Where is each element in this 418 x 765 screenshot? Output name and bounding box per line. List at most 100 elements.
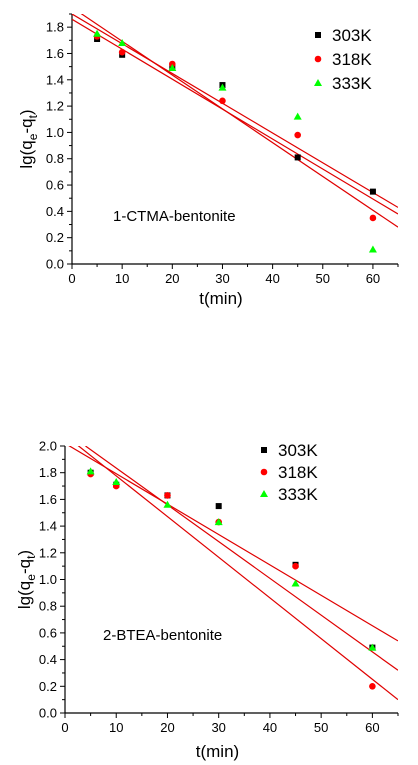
x-tick-label: 60 (365, 720, 379, 735)
legend-label-318K: 318K (332, 50, 372, 69)
x-tick-label: 20 (160, 720, 174, 735)
legend-marker-333K (260, 490, 268, 497)
y-tick-label: 0.2 (39, 679, 57, 694)
y-tick-label: 0.4 (39, 652, 57, 667)
data-point-333K (214, 518, 223, 526)
y-tick-label: 1.0 (46, 125, 64, 140)
data-point-333K (218, 83, 227, 91)
data-point-333K (368, 643, 377, 651)
y-tick-label: 0.8 (46, 151, 64, 166)
chart-panel-1: 0 10 20 30 40 50 60 0.0 0.2 0.4 0.6 0.8 1.0 1.2 1.4 1.6… (17, 13, 399, 308)
y-axis-title-part: lg(q (15, 581, 34, 609)
chart-annotation: 1-CTMA-bentonite (113, 208, 236, 225)
y-tick-label: 0.8 (39, 599, 57, 614)
legend-label-318K: 318K (278, 463, 318, 482)
y-axis-title-part: e (24, 574, 38, 581)
data-point-318K (294, 131, 301, 139)
legend-label-303K: 303K (278, 441, 318, 460)
legend: 303K 318K 333K (260, 441, 318, 504)
x-tick-label: 20 (165, 271, 179, 286)
y-tick-label: 0.4 (46, 204, 64, 219)
fit-line-303K (72, 14, 398, 208)
x-tick-label: 40 (265, 271, 279, 286)
y-tick-label: 1.4 (39, 519, 57, 534)
y-tick-label: 1.2 (39, 545, 57, 560)
y-tick-label: 1.0 (39, 572, 57, 587)
x-axis-title: t(min) (199, 289, 242, 308)
data-point-333K (86, 467, 95, 475)
data-point-333K (163, 500, 172, 508)
x-tick-label: 50 (316, 271, 330, 286)
data-points (86, 467, 377, 690)
x-tick-label: 50 (314, 720, 328, 735)
fit-lines (72, 14, 398, 228)
fit-line-303K (68, 446, 398, 642)
y-tick-label: 0.6 (39, 625, 57, 640)
legend-marker-318K (260, 468, 268, 476)
y-axis-title-part: t (26, 114, 40, 118)
y-axis-title-part: e (26, 133, 40, 140)
data-point-303K (369, 188, 376, 195)
data-point-303K (215, 503, 222, 510)
x-tick-label: 0 (61, 720, 68, 735)
legend-marker-303K (261, 447, 267, 453)
data-point-333K (291, 579, 300, 587)
y-axis-title: lg(qe-qt) (15, 550, 38, 609)
legend-label-333K: 333K (332, 74, 372, 93)
fit-line-333K (85, 446, 398, 671)
y-axis-title-part: -q (15, 559, 34, 574)
y-tick-label: 0.6 (46, 178, 64, 193)
legend-marker-318K (314, 55, 322, 63)
y-tick-label: 0.2 (46, 230, 64, 245)
x-tick-label: 30 (215, 271, 229, 286)
y-tick-label: 1.6 (39, 492, 57, 507)
y-tick-label: 1.6 (46, 46, 64, 61)
y-axis-title-part: ) (15, 550, 34, 556)
y-tick-label: 2.0 (39, 439, 57, 454)
data-point-333K (93, 29, 102, 37)
x-tick-label: 40 (263, 720, 277, 735)
legend-label-333K: 333K (278, 485, 318, 504)
data-point-333K (118, 38, 127, 46)
legend-label-303K: 303K (332, 26, 372, 45)
data-point-303K (294, 154, 301, 161)
legend: 303K 318K 333K (314, 26, 372, 93)
x-tick-label: 10 (115, 271, 129, 286)
data-points (93, 29, 377, 253)
data-point-318K (369, 214, 377, 222)
data-point-318K (369, 683, 376, 690)
y-tick-label: 0.0 (46, 257, 64, 272)
chart-panel-2: 0 10 20 30 40 50 60 0.0 0.2 0.4 0.6 0.8 1.0 1.2 1.4 1.6… (15, 439, 399, 761)
y-axis-title-part: t (24, 555, 38, 559)
data-point-318K (118, 48, 126, 56)
legend-marker-333K (314, 79, 322, 86)
y-axis-title-part: -q (17, 118, 36, 133)
x-tick-label: 60 (366, 271, 380, 286)
x-tick-label: 30 (211, 720, 225, 735)
data-point-333K (368, 245, 377, 253)
x-tick-label: 10 (109, 720, 123, 735)
x-axis-title: t(min) (196, 742, 239, 761)
fit-lines (68, 446, 398, 701)
fit-line-318K (77, 446, 398, 701)
y-tick-label: 1.8 (39, 465, 57, 480)
data-point-333K (168, 63, 177, 71)
fit-line-333K (80, 14, 398, 228)
y-tick-label: 1.8 (46, 20, 64, 35)
y-tick-label: 0.0 (39, 706, 57, 721)
data-point-318K (219, 97, 226, 105)
legend-marker-303K (315, 32, 321, 38)
y-axis-title-part: lg(q (17, 140, 36, 168)
y-tick-label: 1.4 (46, 72, 64, 87)
y-axis-title-part: ) (17, 109, 36, 115)
data-point-318K (292, 562, 299, 570)
y-axis-title: lg(qe-qt) (17, 109, 40, 168)
data-point-333K (293, 112, 302, 120)
y-tick-label: 1.2 (46, 99, 64, 114)
chart-annotation: 2-BTEA-bentonite (103, 627, 222, 644)
data-point-318K (164, 492, 171, 499)
data-point-333K (112, 478, 121, 486)
x-tick-label: 0 (68, 271, 75, 286)
